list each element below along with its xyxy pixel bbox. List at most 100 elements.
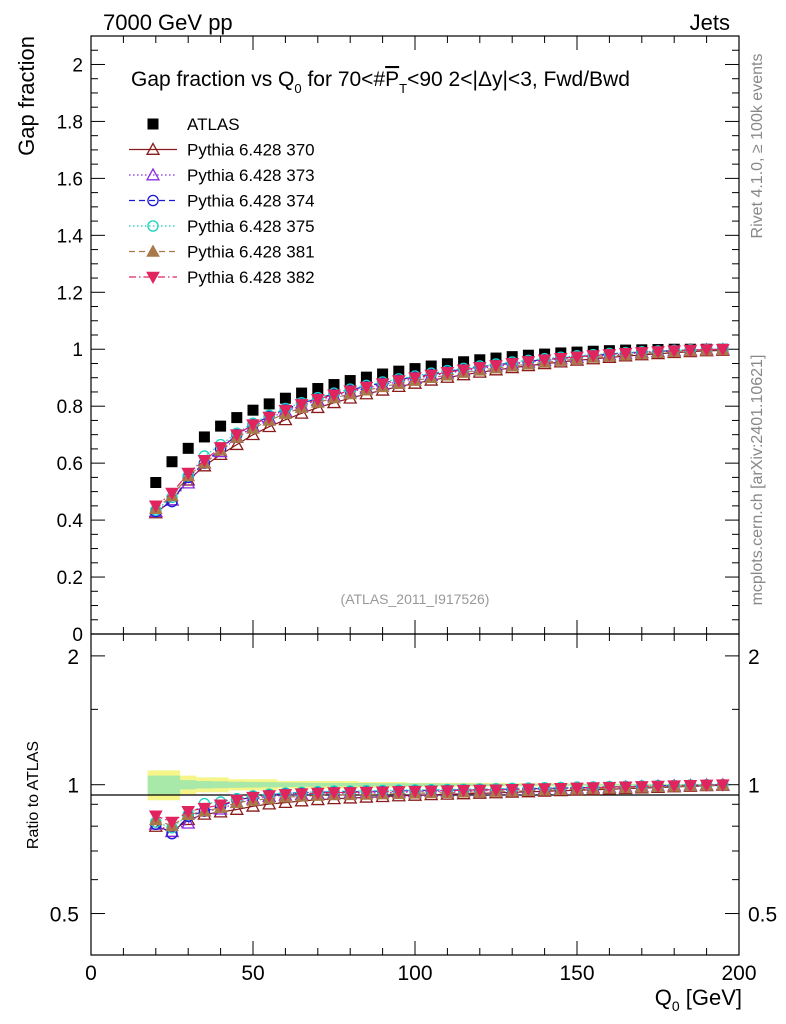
point-ATLAS: [312, 383, 324, 395]
main-ylabel: Gap fraction: [14, 36, 39, 156]
legend-marker-ATLAS: [147, 118, 159, 130]
ratio-uncertainty-band: [147, 770, 731, 801]
point-ATLAS: [490, 352, 502, 364]
main-ytick-label: 0.8: [57, 397, 83, 418]
ratio-point-s382: [489, 784, 503, 797]
point-s382: [343, 385, 358, 398]
series-line-s373: [155, 348, 723, 513]
point-s382: [667, 345, 682, 358]
chart-title: Gap fraction vs Q0 for 70<#PT<90 2<|Δy|<…: [131, 68, 630, 96]
ratio-point-s382: [553, 783, 568, 796]
point-s382: [570, 351, 584, 364]
ratio-point-s382: [197, 802, 212, 816]
xlabel-pre: Q: [655, 985, 672, 1010]
main-ytick-label: 1: [72, 340, 83, 361]
point-s382: [262, 411, 277, 425]
legend-marker-s381: [146, 244, 160, 257]
point-s382: [602, 349, 617, 362]
ratio-point-s382: [586, 782, 601, 795]
ratio-point-s382: [537, 783, 552, 796]
title-pre: Gap fraction vs Q: [131, 68, 294, 91]
point-s382: [278, 404, 293, 418]
legend-marker-s374: [147, 194, 159, 207]
ratio-series-group: [148, 777, 730, 840]
title-subT: T: [399, 81, 407, 96]
point-s382: [715, 343, 730, 357]
main-y-axis: 0 0.2 0.4 0.6 0.8 1 1.2 1.4 1.6 1.8 2: [57, 49, 739, 646]
point-s382: [651, 346, 665, 359]
ratio-point-s382: [408, 785, 422, 799]
point-ATLAS: [166, 456, 178, 468]
x-axis-label: Q0 [GeV]: [655, 985, 742, 1014]
ratio-ytick-label: 0.5: [50, 904, 79, 927]
ratio-point-s382: [359, 786, 374, 800]
legend-label-s373: Pythia 6.428 373: [187, 166, 315, 185]
xlabel-sub: 0: [672, 998, 680, 1014]
ratio-point-s382: [262, 790, 277, 803]
point-ATLAS: [441, 358, 453, 370]
point-ATLAS: [231, 412, 243, 424]
point-s382: [181, 467, 196, 481]
point-s382: [294, 399, 309, 412]
legend-label-s375: Pythia 6.428 375: [187, 217, 315, 236]
ratio-point-s382: [310, 787, 325, 801]
point-ATLAS: [344, 375, 356, 387]
ratio-line-s373: [155, 784, 723, 833]
title-post: <90 2<|Δy|<3, Fwd/Bwd: [407, 68, 630, 91]
point-ATLAS: [393, 365, 405, 377]
legend-marker-s382: [146, 271, 160, 285]
main-ytick-label: 1.2: [57, 283, 83, 304]
ratio-point-s382: [181, 806, 196, 819]
point-ATLAS: [247, 404, 259, 416]
point-s382: [634, 347, 649, 360]
legend-label-s370: Pythia 6.428 370: [187, 141, 315, 160]
point-ATLAS: [263, 398, 275, 410]
point-ATLAS: [150, 477, 162, 489]
point-s370: [278, 412, 293, 426]
header-right: Jets: [690, 10, 730, 35]
legend-item-s374: Pythia 6.428 374: [129, 192, 315, 211]
ratio-point-s373: [181, 815, 196, 829]
point-ATLAS: [377, 368, 389, 380]
legend-item-s382: Pythia 6.428 382: [129, 268, 315, 287]
point-ATLAS: [425, 360, 437, 372]
point-s382: [537, 354, 552, 367]
rivet-version-label: Rivet 4.1.0, ≥ 100k events: [749, 54, 766, 239]
x-tick-label: 100: [397, 962, 432, 985]
point-ATLAS: [458, 356, 470, 368]
x-tick-label: 200: [721, 962, 756, 985]
legend-item-s381: Pythia 6.428 381: [129, 243, 315, 262]
point-ATLAS: [198, 431, 210, 443]
point-s382: [699, 344, 714, 357]
legend-marker-s375: [147, 220, 159, 232]
legend-label-s381: Pythia 6.428 381: [187, 243, 315, 262]
point-ATLAS: [328, 379, 340, 391]
ratio-point-s382: [618, 781, 633, 794]
ratio-ytick-label-right: 2: [748, 646, 760, 669]
point-s382: [408, 372, 422, 385]
legend-marker-s370: [145, 142, 161, 155]
point-ATLAS: [474, 354, 486, 366]
main-series-group: [148, 342, 730, 519]
ratio-point-s382: [570, 782, 584, 795]
point-s382: [148, 500, 163, 513]
legend-marker-s373: [145, 167, 161, 181]
main-ytick-label: 0.4: [57, 511, 84, 532]
legend-item-ATLAS: ATLAS: [147, 115, 240, 134]
point-s382: [553, 353, 568, 366]
ratio-point-s382: [505, 784, 520, 797]
mcplots-label: mcplots.cern.ch [arXiv:2401.10621]: [749, 355, 766, 606]
point-s382: [327, 389, 341, 402]
header-left: 7000 GeV pp: [103, 10, 233, 35]
point-s370: [262, 419, 277, 433]
ratio-point-s382: [683, 779, 698, 793]
legend-item-s370: Pythia 6.428 370: [129, 141, 315, 160]
main-ytick-label: 1.8: [57, 112, 83, 133]
title-sub0: 0: [294, 81, 301, 96]
ratio-point-s382: [278, 789, 293, 802]
ratio-point-s382: [246, 791, 260, 805]
point-s382: [424, 369, 439, 382]
point-s382: [375, 378, 390, 391]
point-s382: [359, 381, 374, 395]
point-s382: [391, 375, 406, 388]
